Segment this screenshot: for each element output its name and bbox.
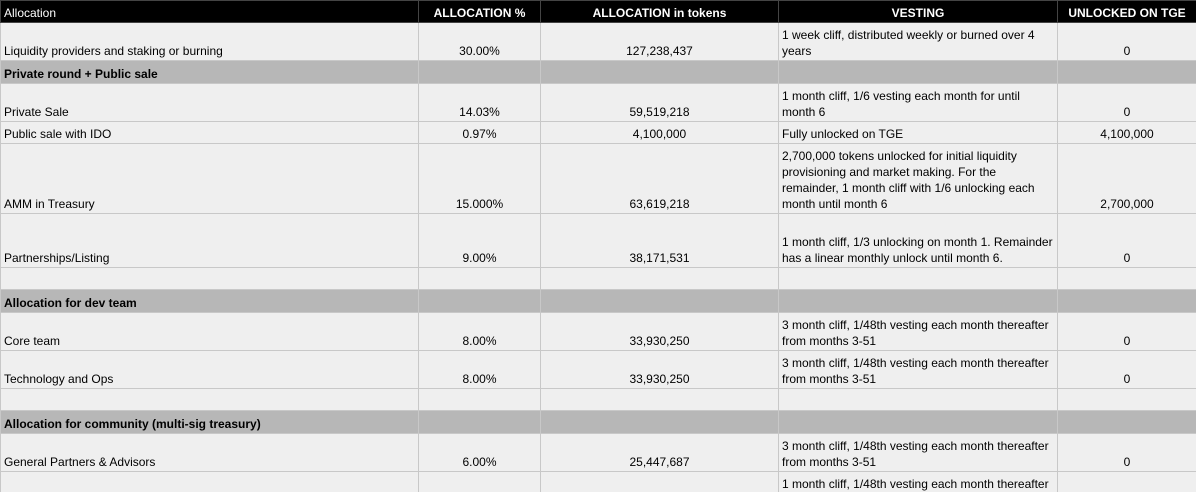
group-row: Private round + Public sale bbox=[0, 60, 1196, 84]
data-row: Liquidity providers and staking or burni… bbox=[0, 22, 1196, 61]
column-header: UNLOCKED ON TGE bbox=[1057, 0, 1196, 23]
empty-cell bbox=[540, 410, 779, 434]
allocation-name: Liquidity providers and staking or burni… bbox=[0, 22, 419, 61]
allocation-name: Community, Referral, Trader/Dev grants bbox=[0, 471, 419, 492]
column-header: Allocation bbox=[0, 0, 419, 23]
data-row: Technology and Ops 8.00% 33,930,250 3 month… bbox=[0, 350, 1196, 389]
allocation-name: AMM in Treasury bbox=[0, 143, 419, 214]
vesting: Fully unlocked on TGE bbox=[778, 121, 1058, 144]
empty-cell bbox=[778, 289, 1058, 313]
group-title: Private round + Public sale bbox=[0, 60, 419, 84]
column-header: ALLOCATION in tokens bbox=[540, 0, 779, 23]
spacer-row bbox=[0, 267, 1196, 290]
unlocked-on-tge: 0 bbox=[1057, 312, 1196, 351]
allocation-tokens: 33,930,250 bbox=[540, 350, 779, 389]
empty-cell bbox=[778, 60, 1058, 84]
allocation-tokens: 33,930,250 bbox=[540, 312, 779, 351]
allocation-percent: 15.000% bbox=[418, 143, 541, 214]
vesting: 2,700,000 tokens unlocked for initial li… bbox=[778, 143, 1058, 214]
empty-cell bbox=[1057, 289, 1196, 313]
table-body: Liquidity providers and staking or burni… bbox=[0, 22, 1196, 492]
vesting: 3 month cliff, 1/48th vesting each month… bbox=[778, 350, 1058, 389]
group-title: Allocation for dev team bbox=[0, 289, 419, 313]
group-row: Allocation for dev team bbox=[0, 289, 1196, 313]
data-row: General Partners & Advisors 6.00% 25,447,6… bbox=[0, 433, 1196, 472]
unlocked-on-tge: 0 bbox=[1057, 350, 1196, 389]
empty-cell bbox=[0, 267, 419, 290]
unlocked-on-tge: 4,100,000 bbox=[1057, 121, 1196, 144]
empty-cell bbox=[778, 267, 1058, 290]
allocation-tokens: 25,447,687 bbox=[540, 433, 779, 472]
allocation-percent: 8.00% bbox=[418, 312, 541, 351]
allocation-percent: 9.00% bbox=[418, 471, 541, 492]
empty-cell bbox=[1057, 267, 1196, 290]
unlocked-on-tge: 2,700,000 bbox=[1057, 143, 1196, 214]
empty-cell bbox=[418, 60, 541, 84]
allocation-tokens: 127,238,437 bbox=[540, 22, 779, 61]
empty-cell bbox=[418, 289, 541, 313]
allocation-name: Technology and Ops bbox=[0, 350, 419, 389]
allocation-percent: 14.03% bbox=[418, 83, 541, 122]
allocation-percent: 30.00% bbox=[418, 22, 541, 61]
allocation-tokens: 59,519,218 bbox=[540, 83, 779, 122]
empty-cell bbox=[778, 388, 1058, 411]
empty-cell bbox=[1057, 388, 1196, 411]
vesting: 3 month cliff, 1/48th vesting each month… bbox=[778, 433, 1058, 472]
column-header: ALLOCATION % bbox=[418, 0, 541, 23]
allocation-name: Private Sale bbox=[0, 83, 419, 122]
empty-cell bbox=[418, 410, 541, 434]
empty-cell bbox=[418, 267, 541, 290]
allocation-percent: 9.00% bbox=[418, 213, 541, 268]
vesting: 1 week cliff, distributed weekly or burn… bbox=[778, 22, 1058, 61]
vesting: 3 month cliff, 1/48th vesting each month… bbox=[778, 312, 1058, 351]
column-header: VESTING bbox=[778, 0, 1058, 23]
vesting: 1 month cliff, 1/3 unlocking on month 1.… bbox=[778, 213, 1058, 268]
vesting: 1 month cliff, 1/6 vesting each month fo… bbox=[778, 83, 1058, 122]
spacer-row bbox=[0, 388, 1196, 411]
allocation-percent: 0.97% bbox=[418, 121, 541, 144]
data-row: Partnerships/Listing 9.00% 38,171,531 1 mon… bbox=[0, 213, 1196, 268]
empty-cell bbox=[0, 388, 419, 411]
empty-cell bbox=[1057, 60, 1196, 84]
data-row: Public sale with IDO 0.97% 4,100,000 Fully … bbox=[0, 121, 1196, 144]
data-row: AMM in Treasury 15.000% 63,619,218 2,700,00… bbox=[0, 143, 1196, 214]
unlocked-on-tge: 0 bbox=[1057, 83, 1196, 122]
data-row: Core team 8.00% 33,930,250 3 month cliff, 1… bbox=[0, 312, 1196, 351]
unlocked-on-tge: 0 bbox=[1057, 213, 1196, 268]
data-row: Private Sale 14.03% 59,519,218 1 month clif… bbox=[0, 83, 1196, 122]
allocation-tokens: 4,100,000 bbox=[540, 121, 779, 144]
unlocked-on-tge: 0 bbox=[1057, 22, 1196, 61]
empty-cell bbox=[778, 410, 1058, 434]
allocation-name: Public sale with IDO bbox=[0, 121, 419, 144]
allocation-name: General Partners & Advisors bbox=[0, 433, 419, 472]
allocation-tokens: 38,171,531 bbox=[540, 213, 779, 268]
allocation-tokens: 63,619,218 bbox=[540, 143, 779, 214]
unlocked-on-tge: 0 bbox=[1057, 471, 1196, 492]
empty-cell bbox=[540, 388, 779, 411]
allocation-percent: 8.00% bbox=[418, 350, 541, 389]
data-row: Community, Referral, Trader/Dev grants9.… bbox=[0, 471, 1196, 492]
allocation-name: Partnerships/Listing bbox=[0, 213, 419, 268]
empty-cell bbox=[540, 289, 779, 313]
group-row: Allocation for community (multi-sig trea… bbox=[0, 410, 1196, 434]
unlocked-on-tge: 0 bbox=[1057, 433, 1196, 472]
vesting: 1 month cliff, 1/48th vesting each month… bbox=[778, 471, 1058, 492]
allocation-name: Core team bbox=[0, 312, 419, 351]
allocation-percent: 6.00% bbox=[418, 433, 541, 472]
header-row: Allocation ALLOCATION % ALLOCATION in toke… bbox=[0, 0, 1196, 23]
empty-cell bbox=[540, 60, 779, 84]
group-title: Allocation for community (multi-sig trea… bbox=[0, 410, 419, 434]
empty-cell bbox=[1057, 410, 1196, 434]
allocation-tokens: 38,171,531 bbox=[540, 471, 779, 492]
empty-cell bbox=[418, 388, 541, 411]
empty-cell bbox=[540, 267, 779, 290]
